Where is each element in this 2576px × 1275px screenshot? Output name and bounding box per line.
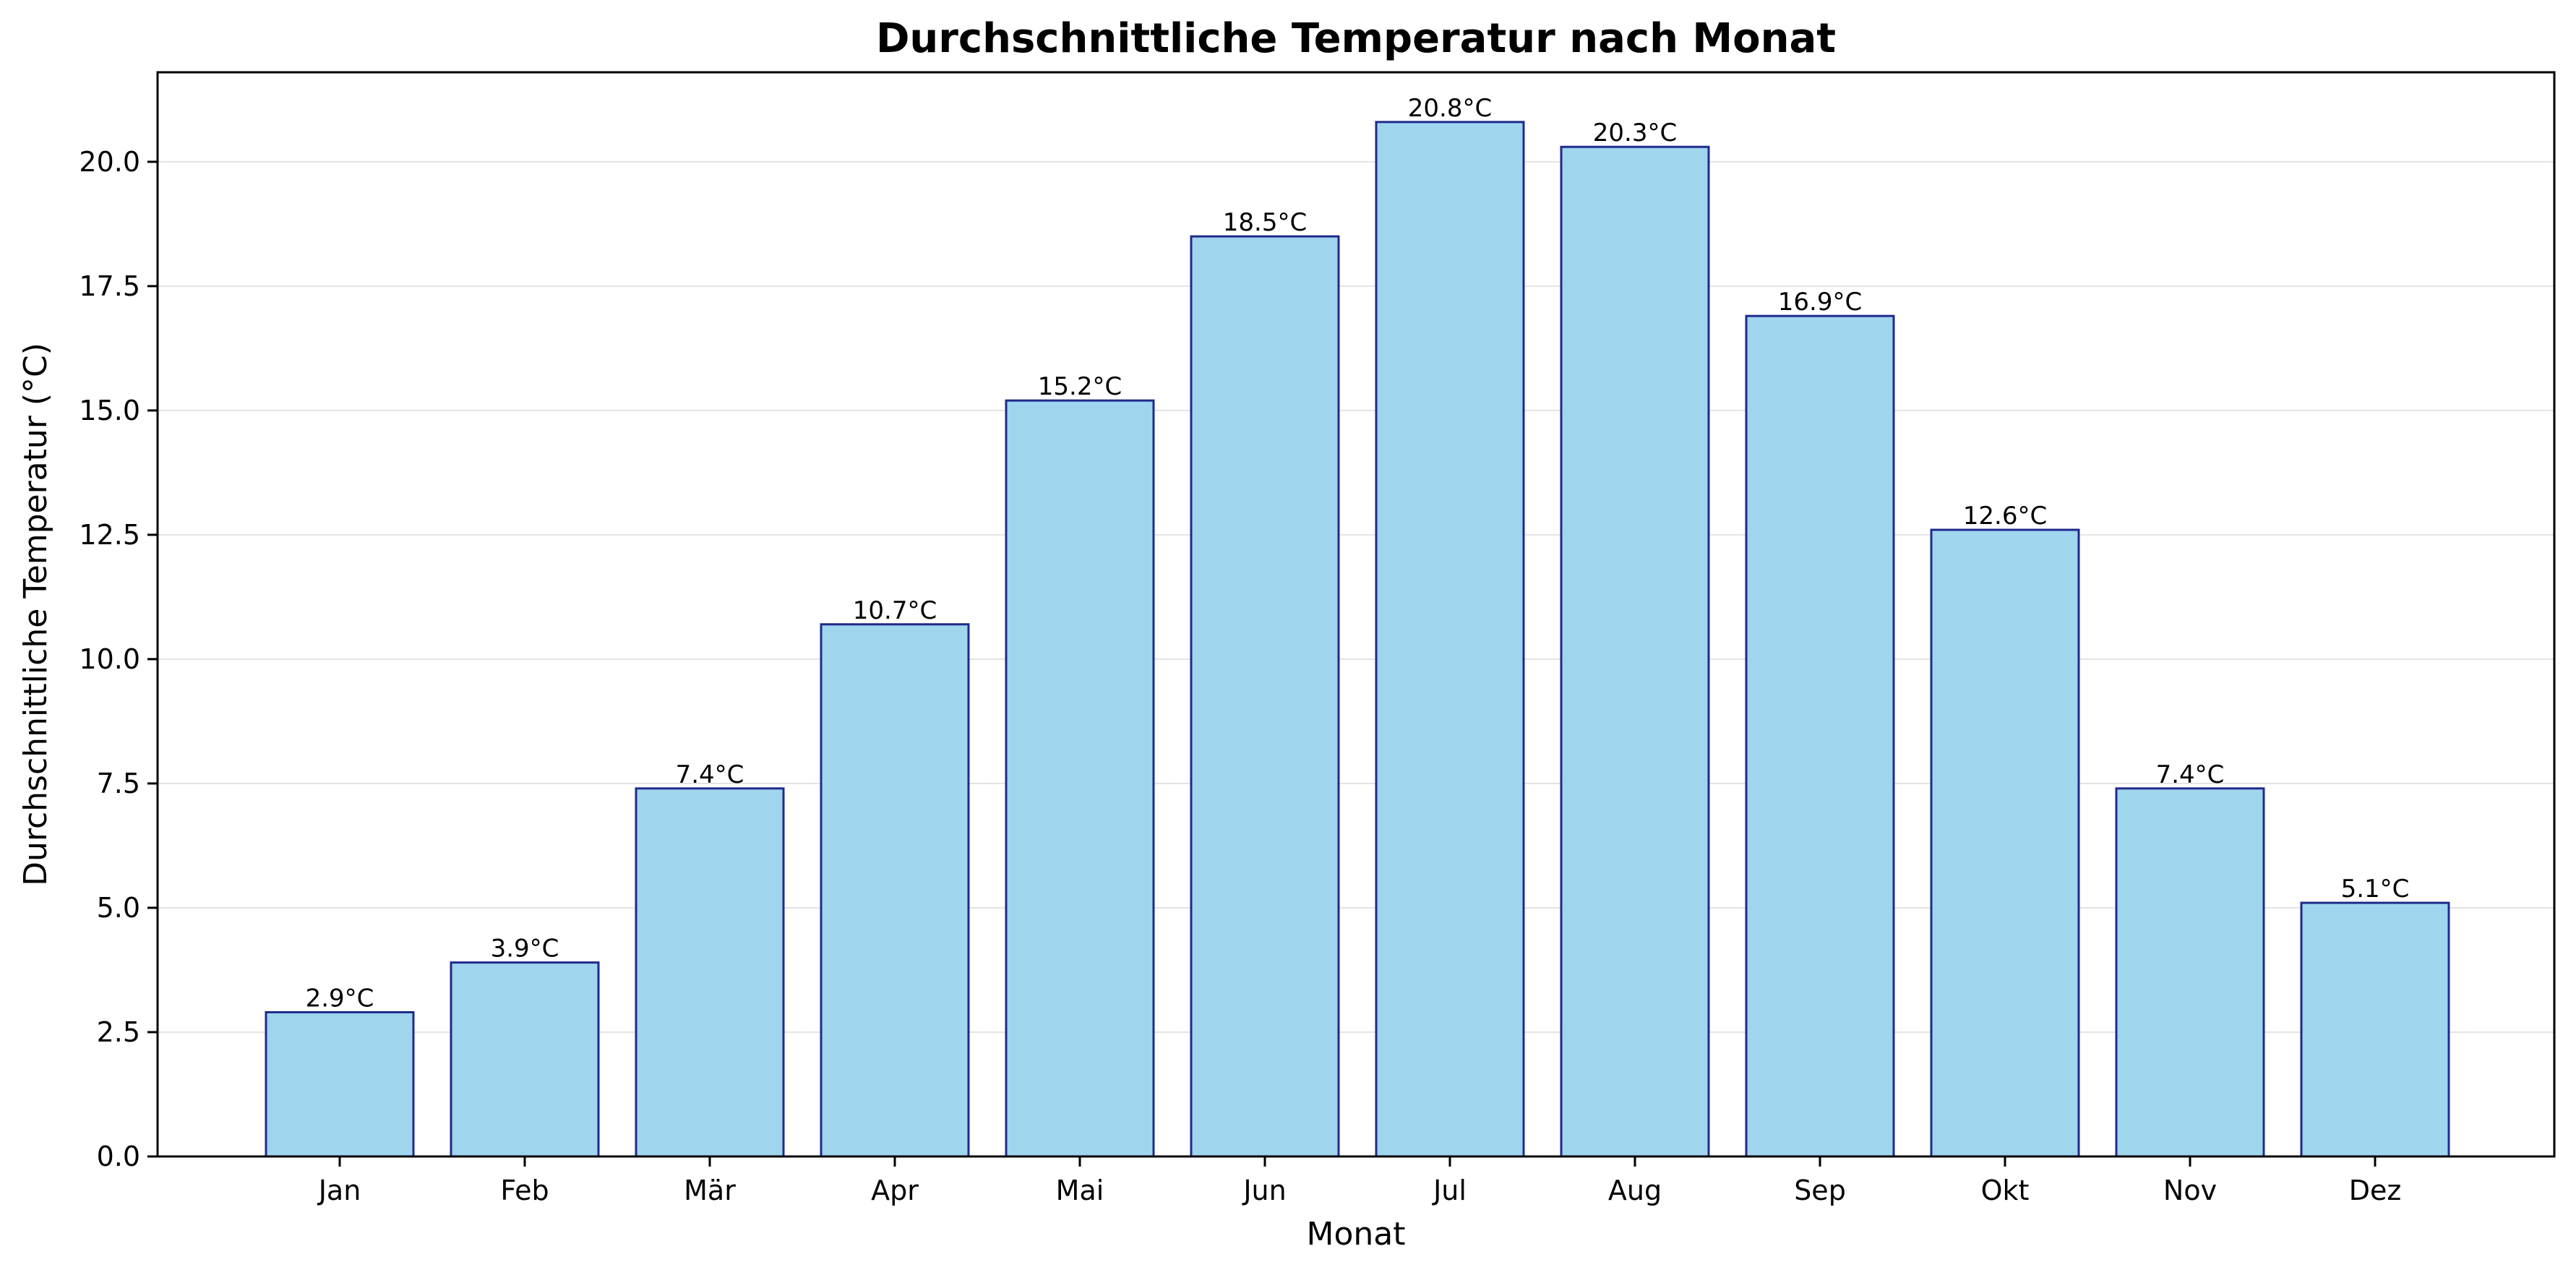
y-tick-label: 17.5 [79, 270, 140, 302]
bar-dez [2300, 901, 2450, 1158]
bar-aug [1560, 145, 1710, 1158]
x-tick-label: Apr [871, 1175, 919, 1206]
y-tick-label: 2.5 [97, 1016, 140, 1048]
bars [265, 121, 2450, 1158]
data-label: 10.7°C [853, 596, 937, 625]
data-label: 20.3°C [1593, 119, 1677, 147]
data-label: 7.4°C [676, 760, 744, 789]
y-tick-label: 12.5 [79, 519, 140, 551]
y-tick-label: 15.0 [79, 395, 140, 426]
bar-mai [1005, 399, 1155, 1158]
x-tick-label: Jul [1432, 1175, 1467, 1206]
data-label: 7.4°C [2156, 760, 2225, 789]
x-tick-label: Jan [317, 1175, 361, 1206]
data-label: 20.8°C [1408, 94, 1492, 123]
y-tick-label: 5.0 [97, 892, 140, 924]
data-label: 12.6°C [1963, 502, 2047, 531]
data-label: 15.2°C [1038, 372, 1122, 401]
y-tick-label: 20.0 [79, 146, 140, 178]
x-tick-label: Mai [1056, 1175, 1104, 1206]
x-axis-ticks: Jan Feb Mär Apr Mai Jun Jul Aug Sep Okt Nov Dez [317, 1156, 2402, 1206]
grid-lines [158, 160, 2554, 1033]
bar-apr [820, 623, 970, 1158]
data-label: 16.9°C [1778, 288, 1862, 317]
x-tick-label: Feb [500, 1175, 549, 1206]
bar-nov [2115, 787, 2265, 1158]
data-label: 2.9°C [306, 984, 374, 1013]
data-label: 18.5°C [1223, 208, 1307, 237]
x-tick-label: Dez [2349, 1175, 2402, 1206]
x-tick-label: Okt [1981, 1175, 2030, 1206]
y-tick-label: 10.0 [79, 643, 140, 675]
x-tick-label: Jun [1242, 1175, 1286, 1206]
y-axis-ticks: 0.0 2.5 5.0 7.5 10.0 12.5 15.0 17.5 20.0 [79, 146, 158, 1172]
x-axis-label: Monat [1307, 1216, 1406, 1253]
bar-okt [1930, 528, 2080, 1158]
bar-sep [1745, 314, 1895, 1158]
bar-jun [1190, 235, 1340, 1158]
data-label: 3.9°C [491, 935, 559, 963]
bar-feb [450, 961, 600, 1158]
x-tick-label: Sep [1794, 1175, 1846, 1206]
bar-jul [1375, 121, 1525, 1158]
x-tick-label: Nov [2163, 1175, 2217, 1206]
y-axis-label: Durchschnittliche Temperatur (°C) [17, 343, 54, 886]
x-tick-label: Mär [684, 1175, 736, 1206]
plot-frame [156, 71, 2556, 1158]
y-tick-label: 7.5 [97, 768, 140, 799]
bar-jan [265, 1010, 415, 1158]
data-label: 5.1°C [2341, 875, 2410, 903]
y-tick-label: 0.0 [97, 1141, 140, 1172]
data-labels: 2.9°C 3.9°C 7.4°C 10.7°C 15.2°C 18.5°C 20.8°C 2… [306, 94, 2410, 1013]
chart-title: Durchschnittliche Temperatur nach Monat [876, 15, 1836, 62]
bar-mär [635, 787, 785, 1158]
x-tick-label: Aug [1608, 1175, 1662, 1206]
